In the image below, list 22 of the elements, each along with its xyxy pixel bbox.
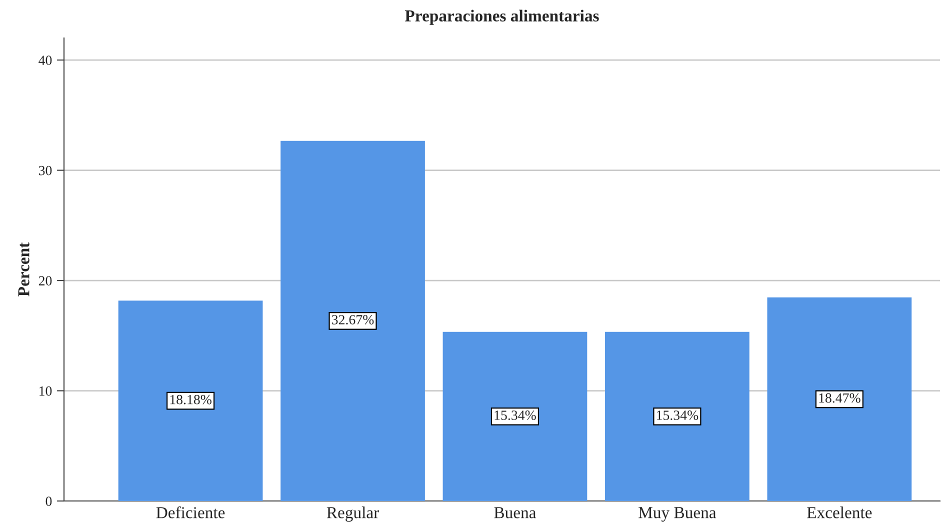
bar [118,300,263,501]
bar [605,332,750,501]
y-tick-label: 20 [38,276,52,286]
x-tick-label: Deficiente [156,506,225,518]
y-tick-label: 40 [38,56,52,66]
y-tick-label: 0 [46,496,52,506]
bar [767,297,912,501]
y-tick-label: 10 [40,386,52,396]
data-label: 18.47% [819,393,860,403]
x-tick-label: Buena [494,507,536,518]
data-label: 15.34% [657,410,698,420]
x-tick-label: Excelente [807,506,872,518]
bar [442,332,588,501]
chart-title: Preparaciones alimentarias [404,10,599,25]
bar [280,140,425,501]
data-label: 15.34% [494,410,536,420]
x-tick-label: Regular [326,506,379,522]
y-axis-title: Percent [18,242,30,296]
x-tick-label: Muy Buena [638,507,716,522]
data-label: 32.67% [332,315,374,324]
data-label: 18.18% [170,394,212,404]
y-tick-label: 30 [38,166,52,176]
